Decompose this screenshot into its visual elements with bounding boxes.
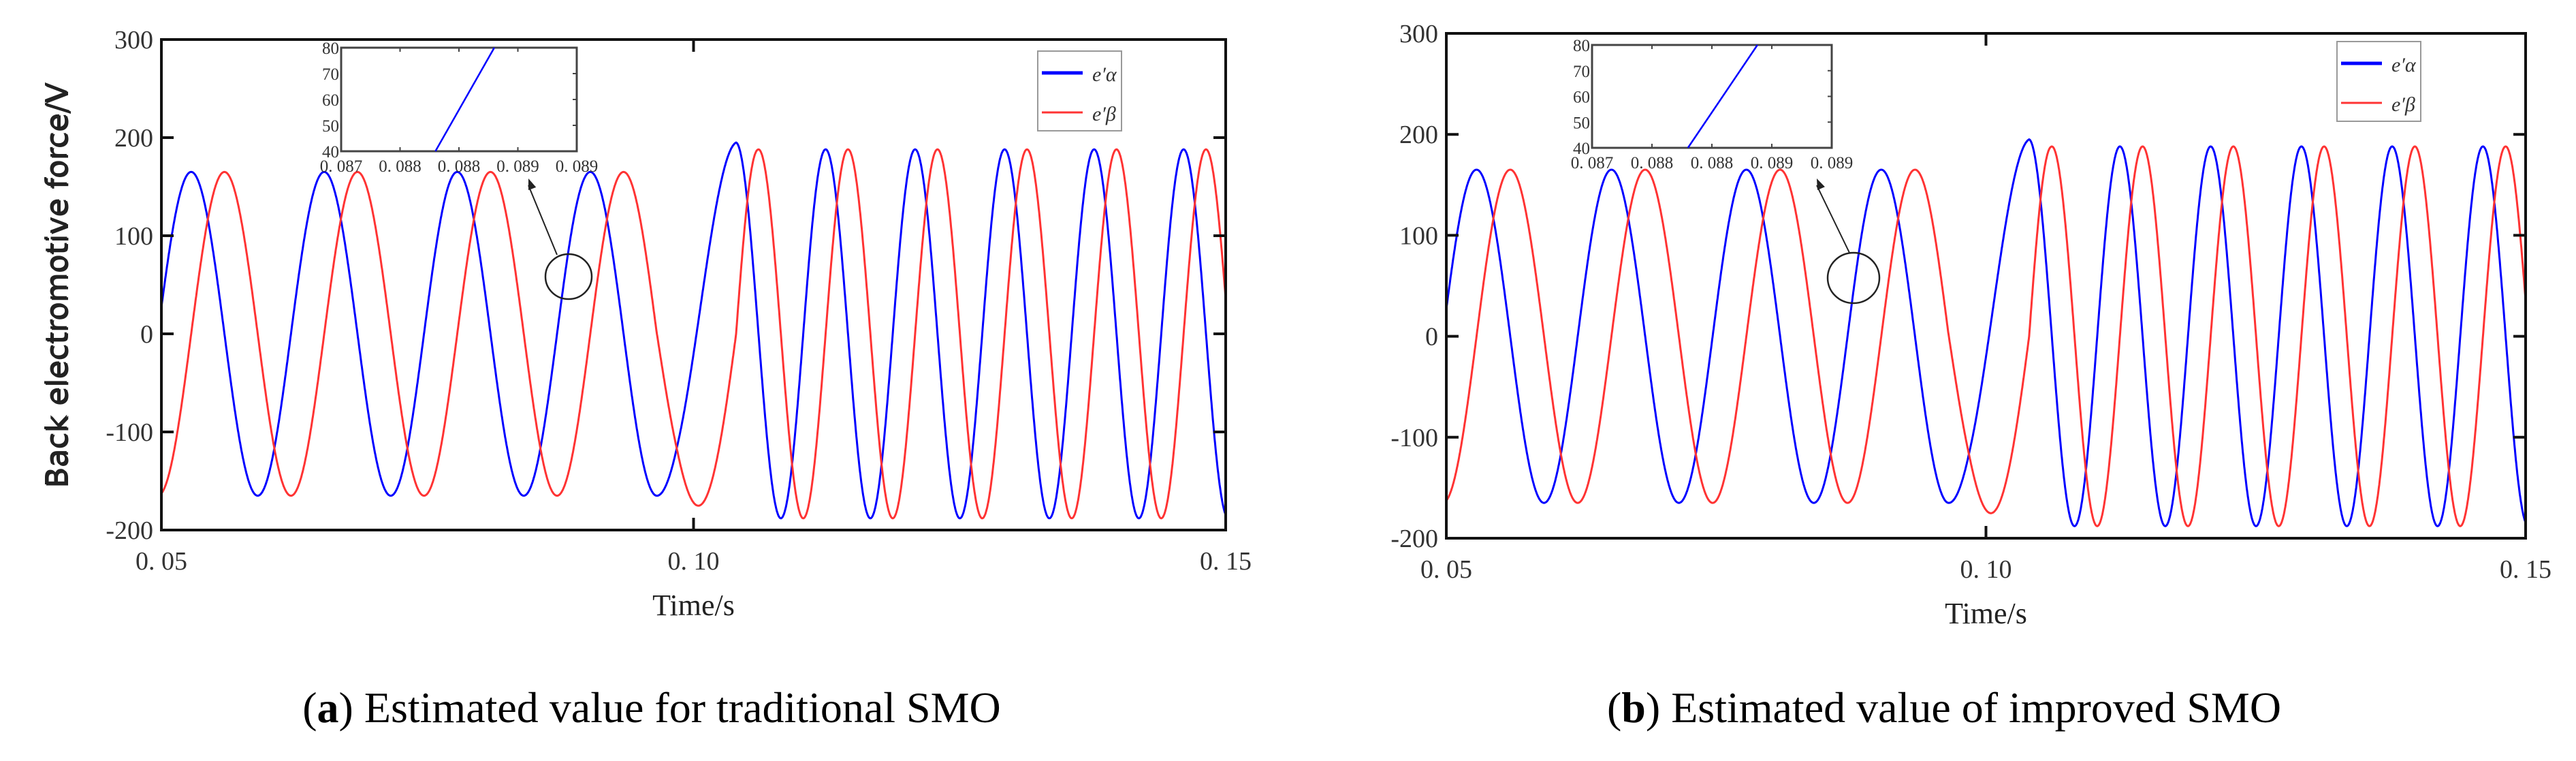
y-tick-label: 300 <box>114 26 153 55</box>
y-axis-label: Back electromotive force/V <box>39 82 74 488</box>
inset-y-tick-label: 70 <box>1573 63 1590 81</box>
zoom-circle-annotation <box>544 253 593 300</box>
inset-x-tick-label: 0. 088 <box>379 157 422 176</box>
x-tick-label: 0. 05 <box>136 547 187 576</box>
y-axis-label: Back electromotive force/V <box>41 83 76 488</box>
series-e-alpha-line <box>1445 138 2527 527</box>
y-tick-label: -100 <box>106 418 153 447</box>
series-e-alpha-line <box>160 141 1227 520</box>
series-e-beta-line <box>160 148 1227 520</box>
x-axis-label: Time/s <box>1945 597 2027 630</box>
caption-paren-close: ) <box>339 683 364 732</box>
panel-a-traditional-smo: -200 -100 0 100 200 300 0. 05 0. 10 0. 15 Time/s B… <box>39 26 1252 732</box>
inset-y-tick-label: 80 <box>322 40 339 58</box>
figure-caption: (a) Estimated value for traditional SMO <box>302 683 1001 732</box>
x-tick-label: 0. 15 <box>1200 547 1252 576</box>
x-axis-label: Time/s <box>652 589 735 622</box>
legend-label: e′β <box>2391 93 2415 116</box>
inset-y-tick-label: 60 <box>1573 89 1590 107</box>
y-tick-label: 200 <box>1399 121 1438 149</box>
panel-b-improved-smo: -200 -100 0 100 200 300 0. 05 0. 10 0. 15 Time/s B… <box>41 20 2551 732</box>
caption-text: Estimated value for traditional SMO <box>364 683 1001 732</box>
y-tick-label: 0 <box>1425 323 1438 352</box>
inset-x-tick-label: 0. 089 <box>1751 154 1794 172</box>
inset-frame <box>1591 44 1833 149</box>
y-tick-label: -200 <box>106 516 153 545</box>
y-tick-label: -100 <box>1390 424 1438 452</box>
zoom-arrow-line <box>528 185 558 255</box>
inset-x-tick-label: 0. 089 <box>496 157 539 176</box>
figure-caption: (b) Estimated value of improved SMO <box>1607 683 2281 732</box>
inset-x-tick-label: 0. 089 <box>1811 154 1854 172</box>
y-tick-label: 200 <box>114 124 153 153</box>
inset-e-alpha-line <box>1687 44 1758 149</box>
arrowhead-icon <box>1817 178 1825 191</box>
caption-paren-open: ( <box>302 683 317 732</box>
caption-text: Estimated value of improved SMO <box>1671 683 2281 732</box>
zoom-arrow-line <box>1816 185 1850 253</box>
caption-paren-close: ) <box>1646 683 1671 732</box>
caption-paren-open: ( <box>1607 683 1621 732</box>
inset-y-tick-label: 70 <box>322 65 339 84</box>
inset-y-tick-label: 40 <box>322 143 339 161</box>
arrowhead-icon <box>528 178 537 191</box>
inset-x-tick-label: 0. 088 <box>438 157 481 176</box>
inset-x-tick-label: 0. 087 <box>320 157 363 176</box>
inset-x-tick-label: 0. 088 <box>1631 154 1674 172</box>
legend-box <box>2336 41 2421 122</box>
x-tick-label: 0. 10 <box>1960 555 2012 584</box>
inset-x-tick-label: 0. 088 <box>1691 154 1734 172</box>
legend-label: e′α <box>2391 54 2417 76</box>
caption-letter: a <box>317 683 339 732</box>
caption-letter: b <box>1621 683 1646 732</box>
legend-label: e′β <box>1092 103 1116 125</box>
inset-y-tick-label: 80 <box>1573 37 1590 55</box>
inset-y-tick-label: 40 <box>1573 140 1590 158</box>
legend-label: e′α <box>1092 63 1117 86</box>
inset-x-tick-label: 0. 087 <box>1571 154 1614 172</box>
y-tick-label: -200 <box>1390 525 1438 553</box>
zoom-circle-annotation <box>1826 251 1881 305</box>
inset-y-tick-label: 50 <box>1573 114 1590 132</box>
inset-y-tick-label: 60 <box>322 91 339 110</box>
y-tick-label: 100 <box>114 222 153 251</box>
legend-box <box>1037 50 1122 131</box>
inset-frame <box>340 46 578 153</box>
inset-y-tick-label: 50 <box>322 117 339 136</box>
x-tick-label: 0. 10 <box>668 547 720 576</box>
y-tick-label: 0 <box>140 320 153 349</box>
y-tick-label: 300 <box>1399 20 1438 48</box>
series-e-beta-line <box>1445 145 2527 527</box>
y-tick-label: 100 <box>1399 221 1438 250</box>
x-tick-label: 0. 15 <box>2500 555 2551 584</box>
inset-e-alpha-line <box>434 47 495 152</box>
x-tick-label: 0. 05 <box>1420 555 1472 584</box>
inset-x-tick-label: 0. 089 <box>556 157 599 176</box>
